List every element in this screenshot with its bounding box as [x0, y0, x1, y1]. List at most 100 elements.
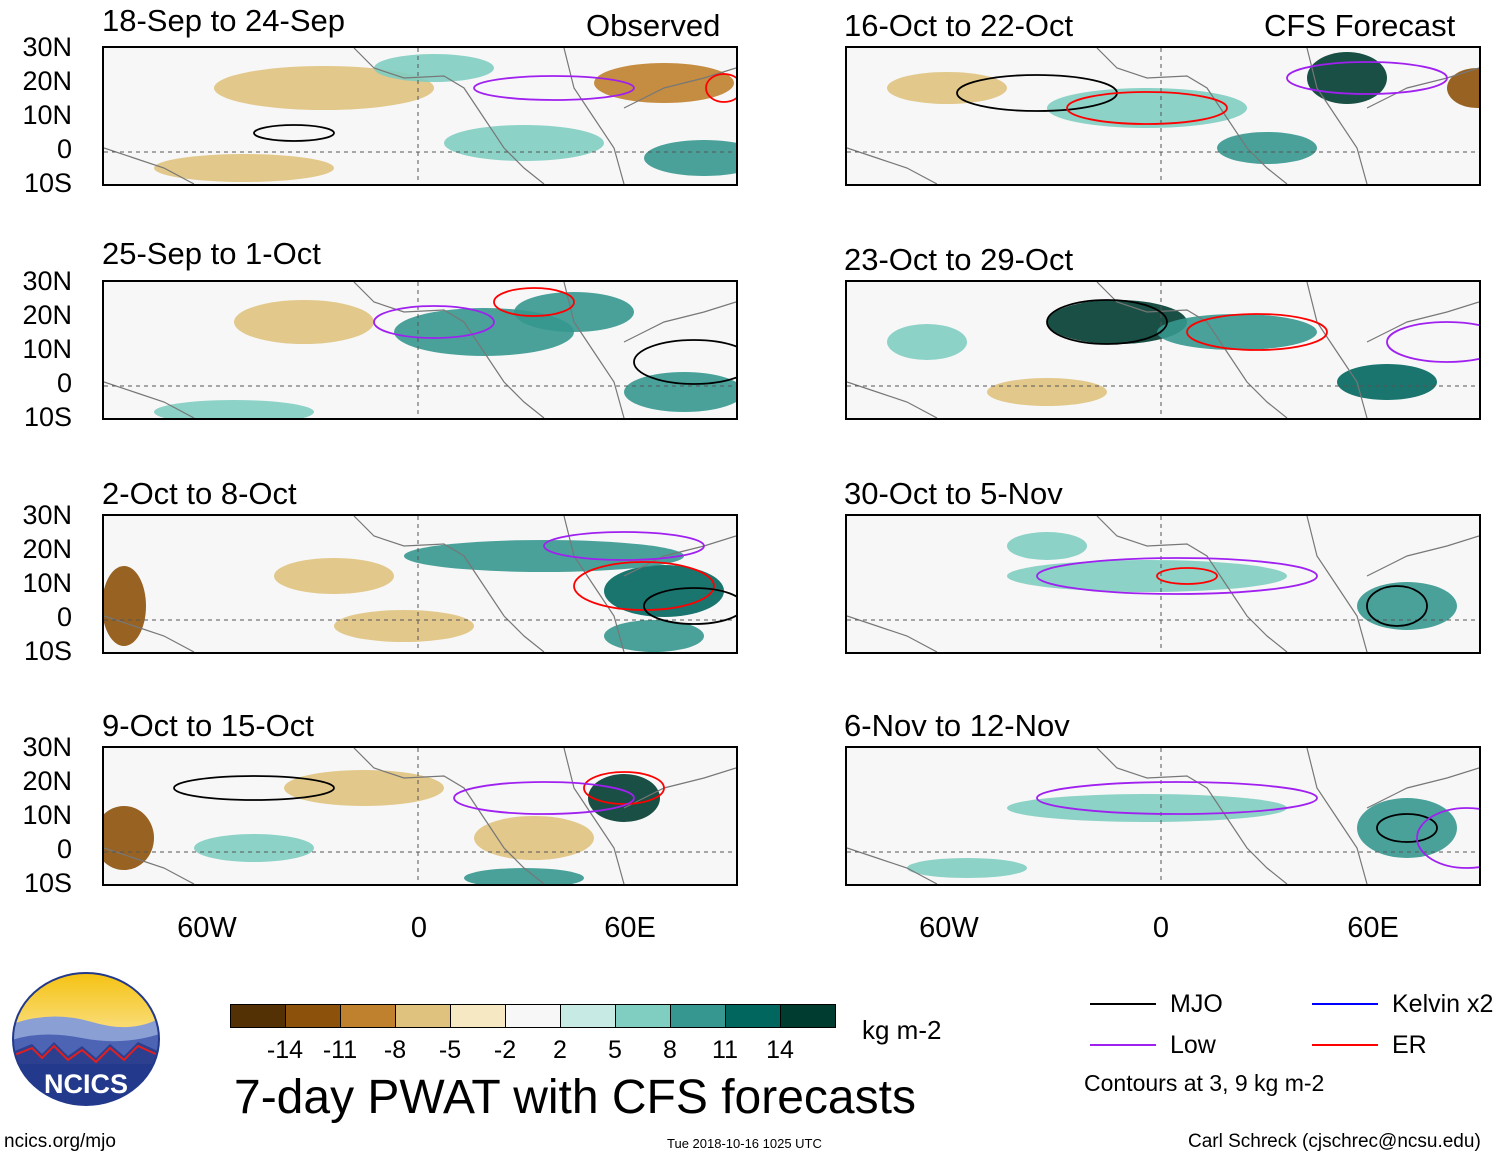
coastline	[847, 748, 1479, 884]
colorbar-cell	[395, 1004, 451, 1028]
colorbar-cell	[340, 1004, 396, 1028]
pwat-anomaly-shading	[1217, 132, 1317, 164]
panel-title-fc-4: 6-Nov to 12-Nov	[844, 708, 1070, 743]
legend-line-er	[1312, 1044, 1378, 1046]
lat-label: 30N	[22, 32, 72, 62]
pwat-anomaly-shading	[154, 154, 334, 182]
pwat-anomaly-shading	[514, 292, 634, 332]
wave-contour	[1066, 91, 1228, 125]
coastline	[104, 748, 736, 884]
colorbar-label: 14	[766, 1036, 794, 1064]
pwat-anomaly-shading	[907, 858, 1027, 878]
wave-contour	[1366, 585, 1428, 627]
pwat-anomaly-shading	[464, 868, 584, 884]
lon-label-0-fc: 0	[1152, 912, 1170, 944]
wave-contour	[1386, 321, 1479, 363]
pwat-anomaly-shading	[274, 558, 394, 594]
footer-author: Carl Schreck (cjschrec@ncsu.edu)	[1188, 1131, 1481, 1152]
panel-title-obs-3: 2-Oct to 8-Oct	[102, 476, 297, 511]
colorbar-label: -14	[266, 1036, 304, 1064]
legend-label-mjo: MJO	[1170, 990, 1223, 1018]
lat-label: 10N	[22, 100, 72, 130]
colorbar-cell	[450, 1004, 506, 1028]
pwat-anomaly-shading	[334, 610, 474, 642]
colorbar-label: -8	[383, 1036, 407, 1064]
pwat-anomaly-shading	[1357, 582, 1457, 630]
map-field	[104, 282, 736, 418]
pwat-anomaly-shading	[1047, 300, 1187, 344]
pwat-anomaly-shading	[284, 770, 444, 806]
lat-label: 10S	[23, 168, 72, 198]
map-field	[847, 748, 1479, 884]
colorbar-cell	[560, 1004, 616, 1028]
wave-contour	[373, 305, 495, 339]
legend-line-kelvin	[1312, 1003, 1378, 1005]
lon-label-0-obs: 0	[410, 912, 428, 944]
map-panel-obs-3	[102, 514, 738, 654]
panel-title-fc-2: 23-Oct to 29-Oct	[844, 242, 1074, 277]
wave-contour	[633, 339, 736, 385]
pwat-anomaly-shading	[1007, 794, 1287, 822]
pwat-anomaly-shading	[604, 620, 704, 652]
pwat-anomaly-shading	[444, 125, 604, 161]
map-field	[104, 748, 736, 884]
coastline	[104, 282, 736, 418]
pwat-anomaly-shading	[594, 63, 734, 103]
pwat-anomaly-shading	[644, 140, 736, 176]
colorbar-label: 2	[553, 1036, 567, 1064]
lon-label-60e-obs: 60E	[604, 912, 656, 944]
wave-contour	[1186, 313, 1328, 351]
wave-contour	[473, 75, 635, 101]
pwat-anomaly-shading	[374, 54, 494, 82]
footer-timestamp: Tue 2018-10-16 1025 UTC	[667, 1136, 822, 1151]
pwat-anomaly-shading	[104, 806, 154, 870]
legend-note: Contours at 3, 9 kg m-2	[1084, 1070, 1325, 1096]
colorbar-label: 8	[663, 1036, 677, 1064]
wave-contour	[1036, 557, 1318, 595]
wave-contour	[493, 287, 575, 317]
wave-contour	[453, 781, 635, 815]
wave-contour	[583, 771, 665, 805]
panel-title-obs-1: 18-Sep to 24-Sep	[102, 3, 346, 38]
colorbar-unit: kg m-2	[862, 1015, 942, 1045]
footer-url[interactable]: ncics.org/mjo	[4, 1131, 116, 1152]
wave-contour	[573, 561, 715, 611]
wave-contour	[1376, 813, 1438, 843]
ncics-logo: NCICS	[12, 972, 160, 1106]
lat-label: 10S	[23, 402, 72, 432]
map-field	[847, 282, 1479, 418]
pwat-anomaly-shading	[1007, 532, 1087, 560]
lat-label: 10S	[23, 868, 72, 898]
map-field	[847, 516, 1479, 652]
colorbar-cell	[505, 1004, 561, 1028]
lat-label: 10N	[22, 568, 72, 598]
wave-contour	[253, 124, 335, 142]
coastline	[847, 282, 1479, 418]
panel-title-obs-4: 9-Oct to 15-Oct	[102, 708, 314, 743]
wave-contour	[1286, 61, 1448, 95]
lon-label-60w-fc: 60W	[919, 912, 979, 944]
pwat-anomaly-shading	[234, 300, 374, 344]
wave-contour	[1416, 807, 1479, 869]
lat-label: 10S	[23, 636, 72, 666]
legend-label-er: ER	[1392, 1031, 1427, 1059]
pwat-anomaly-shading	[1047, 88, 1247, 128]
legend-label-kelvin: Kelvin x2	[1392, 990, 1494, 1018]
pwat-anomaly-shading	[588, 774, 660, 822]
legend-line-mjo	[1090, 1003, 1156, 1005]
legend-label-low: Low	[1170, 1031, 1216, 1059]
lat-label: 30N	[22, 732, 72, 762]
lat-label: 30N	[22, 500, 72, 530]
map-panel-fc-1	[845, 46, 1481, 186]
lon-label-60e-fc: 60E	[1347, 912, 1399, 944]
colorbar-label: 5	[608, 1036, 622, 1064]
coastline	[104, 48, 736, 184]
colorbar-cell	[285, 1004, 341, 1028]
lat-label: 0	[56, 134, 72, 164]
map-panel-fc-3	[845, 514, 1481, 654]
pwat-anomaly-shading	[1157, 314, 1317, 350]
map-field	[847, 48, 1479, 184]
lat-label: 10N	[22, 334, 72, 364]
lat-label: 0	[56, 834, 72, 864]
map-field	[104, 516, 736, 652]
